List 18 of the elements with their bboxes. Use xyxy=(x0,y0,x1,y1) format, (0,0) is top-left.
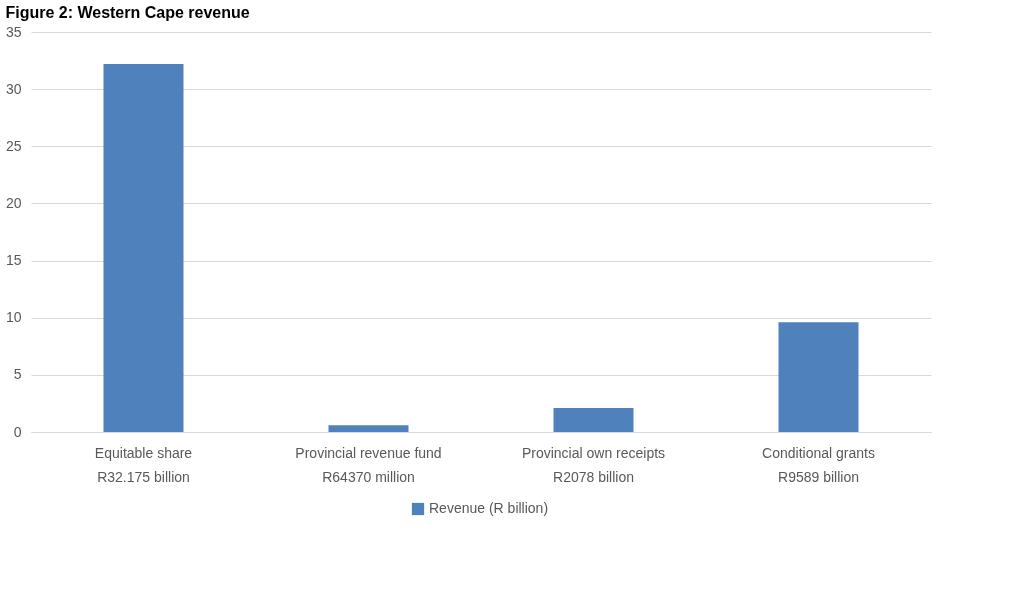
bar xyxy=(103,64,184,432)
x-tick-label: Provincial own receipts R2078 billion xyxy=(521,444,666,485)
y-tick-label: 10 xyxy=(5,309,22,326)
x-tick-label: Equitable share R32.175 billion xyxy=(94,444,193,485)
y-tick-label: 0 xyxy=(13,423,22,440)
y-tick-label: 35 xyxy=(5,23,22,40)
x-tick-label: Conditional grants R9589 billion xyxy=(762,444,875,485)
chart-title: Figure 2: Western Cape revenue xyxy=(5,4,250,21)
y-tick-label: 20 xyxy=(5,194,22,211)
y-tick-label: 5 xyxy=(13,366,22,383)
bar xyxy=(553,408,634,432)
bar xyxy=(778,322,859,432)
legend-label: Revenue (R billion) xyxy=(429,500,549,516)
x-tick-label: Provincial revenue fund R64370 million xyxy=(295,444,442,485)
bar xyxy=(328,425,409,432)
y-tick-label: 30 xyxy=(5,80,22,97)
y-tick-label: 15 xyxy=(5,252,22,269)
y-tick-label: 25 xyxy=(5,137,22,154)
